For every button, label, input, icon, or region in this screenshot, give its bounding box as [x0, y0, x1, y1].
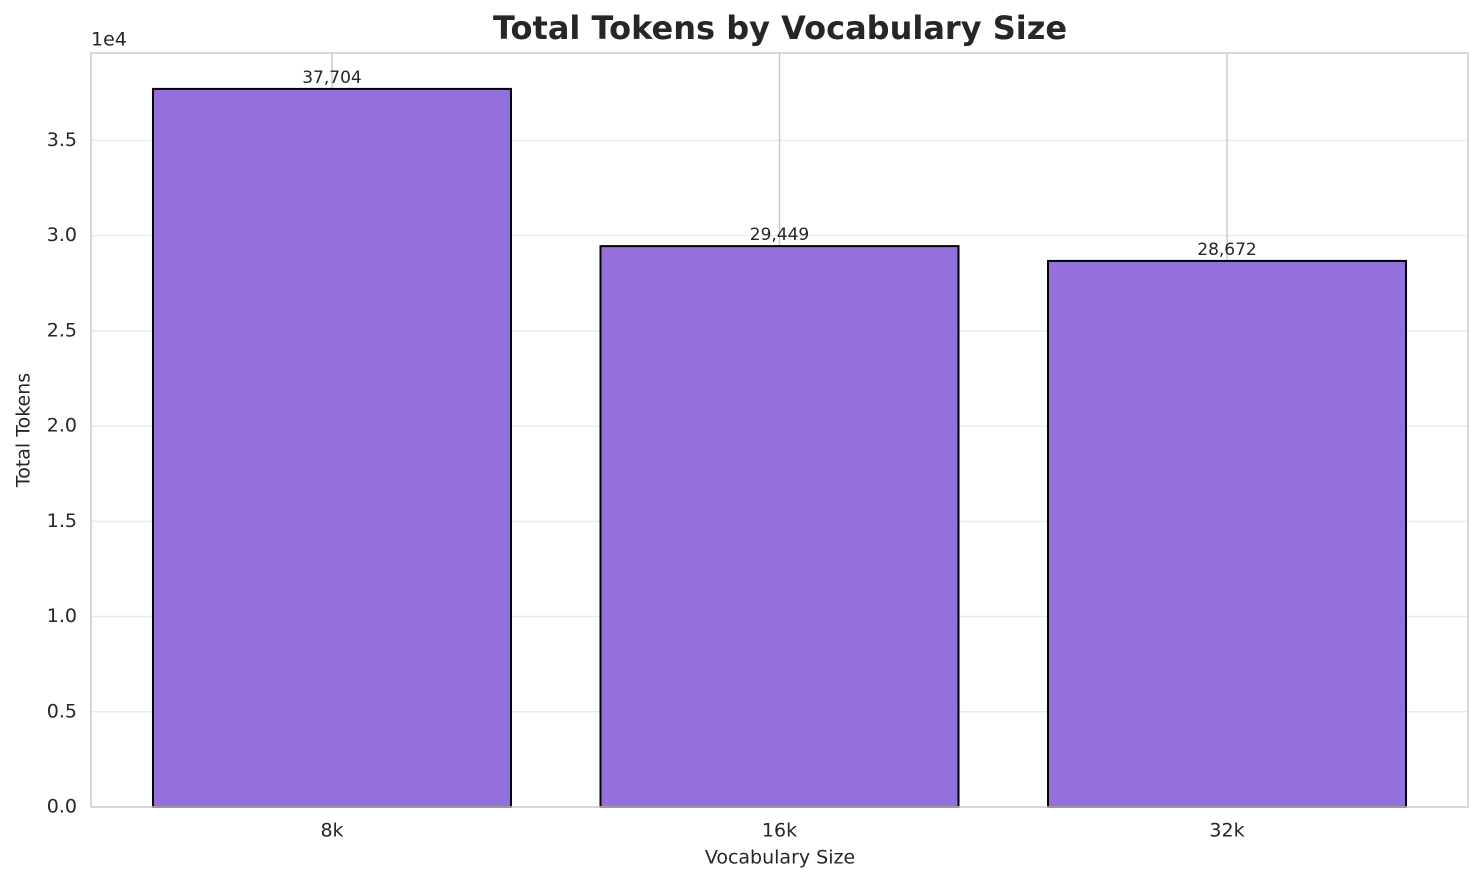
x-tick-label: 16k [762, 820, 797, 842]
y-tick-label: 3.0 [47, 224, 77, 246]
y-tick-label: 2.5 [47, 319, 77, 341]
axes-frame [90, 52, 1469, 808]
y-tick-label: 2.0 [47, 415, 77, 437]
y-tick-label: 1.0 [47, 605, 77, 627]
y-tick-label: 0.0 [47, 796, 77, 818]
x-tick-label: 8k [320, 820, 343, 842]
bar [1047, 259, 1408, 808]
y-tick-label: 3.5 [47, 129, 77, 151]
bar [599, 245, 960, 808]
y-tick-label: 0.5 [47, 700, 77, 722]
value-label: 37,704 [302, 68, 361, 88]
value-label: 28,672 [1197, 240, 1256, 260]
chart-title: Total Tokens by Vocabulary Size [493, 9, 1067, 47]
bar [151, 87, 512, 809]
x-tick-label: 32k [1209, 820, 1244, 842]
y-tick-label: 1.5 [47, 510, 77, 532]
y-offset-label: 1e4 [91, 29, 127, 51]
y-axis-label: Total Tokens [13, 373, 35, 488]
value-label: 29,449 [750, 225, 809, 245]
x-axis-label: Vocabulary Size [705, 847, 855, 869]
